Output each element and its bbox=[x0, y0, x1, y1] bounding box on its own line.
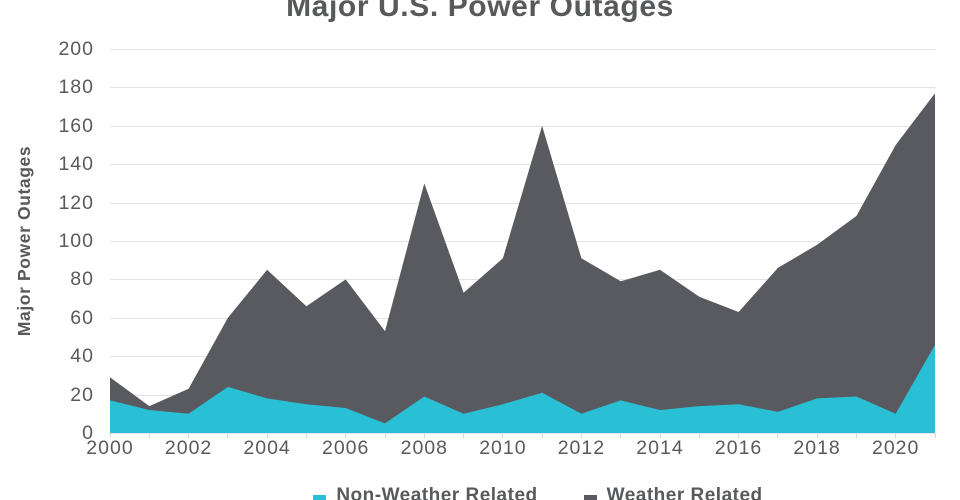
y-tick-label: 140 bbox=[58, 153, 94, 176]
gridline bbox=[110, 49, 935, 50]
x-tick bbox=[502, 433, 504, 438]
x-tick-label: 2018 bbox=[793, 437, 841, 459]
x-tick bbox=[109, 433, 111, 438]
x-tick bbox=[895, 433, 897, 438]
x-tick bbox=[423, 433, 425, 438]
x-tick bbox=[934, 433, 936, 438]
y-tick-label: 80 bbox=[70, 268, 94, 291]
x-tick bbox=[698, 433, 700, 438]
x-tick bbox=[266, 433, 268, 438]
x-tick bbox=[188, 433, 190, 438]
gridline bbox=[110, 164, 935, 166]
x-tick bbox=[659, 433, 661, 438]
y-tick-label: 160 bbox=[58, 114, 94, 137]
legend-label: Weather Related bbox=[606, 485, 763, 500]
gridline bbox=[110, 125, 935, 127]
y-tick-label: 200 bbox=[58, 38, 94, 60]
x-tick-label: 2008 bbox=[400, 437, 448, 459]
x-tick bbox=[816, 433, 818, 438]
x-tick bbox=[384, 433, 386, 438]
x-tick bbox=[463, 433, 465, 438]
gridline bbox=[110, 433, 935, 434]
chart-title: Major U.S. Power Outages bbox=[286, 0, 674, 23]
x-tick-label: 2014 bbox=[636, 437, 684, 459]
legend-label: Non-Weather Related bbox=[336, 485, 538, 500]
x-tick bbox=[345, 433, 347, 438]
x-tick-label: 2020 bbox=[871, 437, 920, 459]
y-axis-labels: 0 20 40 60 80 100 120 140 160 180 200 bbox=[0, 38, 94, 444]
x-tick bbox=[620, 433, 622, 438]
x-tick-label: 2002 bbox=[164, 437, 213, 459]
y-tick-label: 120 bbox=[58, 191, 94, 214]
y-tick-label: 180 bbox=[58, 76, 94, 99]
x-tick bbox=[227, 433, 229, 438]
area-weather-related bbox=[110, 93, 935, 433]
x-tick bbox=[855, 433, 857, 438]
x-tick bbox=[777, 433, 779, 438]
y-tick-label: 100 bbox=[58, 230, 94, 252]
area-non-weather-related bbox=[110, 344, 935, 433]
legend-swatch bbox=[313, 495, 327, 500]
legend: Non-Weather Related Weather Related bbox=[58, 483, 960, 500]
x-tick bbox=[580, 433, 582, 438]
x-tick-label: 2006 bbox=[321, 437, 370, 459]
y-tick-label: 0 bbox=[82, 422, 94, 444]
x-tick bbox=[148, 433, 150, 438]
x-tick bbox=[541, 433, 543, 438]
x-tick bbox=[305, 433, 307, 438]
x-tick-label: 2000 bbox=[86, 437, 134, 459]
legend-item: Non-Weather Related bbox=[313, 483, 537, 500]
area-chart bbox=[110, 93, 935, 433]
y-tick-label: 40 bbox=[70, 345, 94, 368]
x-tick-label: 2004 bbox=[243, 437, 291, 459]
x-tick-label: 2012 bbox=[557, 437, 606, 459]
y-tick-label: 60 bbox=[70, 306, 94, 329]
legend-item: Weather Related bbox=[583, 483, 763, 500]
y-tick-label: 20 bbox=[70, 383, 94, 406]
gridline bbox=[110, 87, 935, 89]
legend-swatch bbox=[583, 495, 597, 500]
x-tick-label: 2010 bbox=[479, 437, 527, 459]
x-tick-label: 2016 bbox=[714, 437, 763, 459]
x-tick bbox=[738, 433, 740, 438]
plot-area bbox=[110, 49, 935, 434]
